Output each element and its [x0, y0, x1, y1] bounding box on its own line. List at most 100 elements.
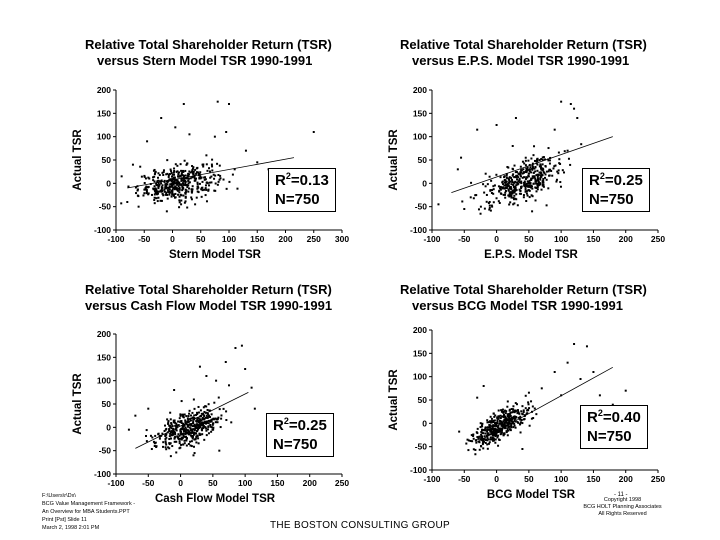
data-point [195, 420, 198, 423]
data-point [210, 419, 213, 422]
data-point [533, 145, 536, 148]
data-point [210, 413, 213, 416]
data-point [487, 426, 490, 429]
data-point [210, 430, 213, 433]
data-point [194, 203, 197, 206]
data-point [508, 203, 511, 206]
data-point [525, 412, 528, 415]
data-point [205, 429, 208, 432]
data-point [547, 187, 550, 190]
data-point [253, 407, 256, 410]
data-point [522, 410, 525, 413]
data-point [520, 187, 523, 190]
data-point [206, 182, 209, 185]
data-point [531, 166, 534, 169]
data-point [178, 199, 181, 202]
data-point [501, 427, 504, 430]
x-tick-label: -50 [138, 234, 151, 244]
data-point [208, 184, 211, 187]
data-point [523, 176, 526, 179]
data-point [178, 181, 181, 184]
x-tick-label: -100 [423, 474, 440, 484]
data-point [493, 419, 496, 422]
data-point [486, 183, 489, 186]
data-point [526, 182, 529, 185]
data-point [511, 417, 514, 420]
data-point [165, 186, 168, 189]
data-point [198, 176, 201, 179]
data-point [182, 424, 185, 427]
data-point [224, 361, 227, 363]
data-point [508, 415, 511, 418]
data-point [166, 197, 169, 200]
data-point [185, 435, 188, 438]
data-point [544, 176, 547, 179]
data-point [157, 192, 160, 195]
data-point [169, 442, 172, 445]
data-point [485, 193, 488, 196]
data-point [201, 189, 204, 192]
data-point [206, 412, 209, 415]
data-point [168, 424, 171, 427]
data-point [541, 156, 544, 159]
data-point [186, 432, 189, 435]
data-point [533, 159, 536, 162]
data-point [544, 165, 547, 168]
data-point [176, 425, 179, 428]
data-point [507, 188, 510, 191]
data-point [217, 174, 220, 177]
data-point [158, 183, 161, 186]
data-point [513, 188, 516, 191]
data-point [184, 429, 187, 432]
y-axis-label: Actual TSR [388, 369, 400, 431]
data-point [142, 194, 145, 197]
data-point [182, 422, 185, 425]
data-point [153, 189, 156, 192]
data-point [193, 452, 196, 455]
data-point [475, 441, 478, 444]
data-point [188, 170, 191, 173]
data-point [558, 158, 561, 161]
data-point [490, 420, 493, 423]
data-point [184, 184, 187, 187]
data-point [209, 425, 212, 428]
data-point [194, 426, 197, 429]
data-point [164, 183, 167, 186]
data-point [180, 421, 183, 424]
data-point [517, 176, 520, 179]
data-point [611, 403, 614, 406]
data-point [480, 445, 483, 448]
data-point [152, 188, 155, 191]
y-tick-label: 150 [413, 348, 427, 358]
data-point [150, 448, 153, 451]
data-point [509, 414, 512, 417]
data-point [530, 417, 533, 420]
data-point [205, 434, 208, 437]
data-point [458, 430, 461, 433]
file-info-line: F:\Users\r\Dx\ [42, 493, 76, 499]
data-point [172, 193, 175, 196]
data-point [557, 151, 560, 154]
data-point [197, 191, 200, 194]
scatter-plot-stern: 200 150 100 50 0 -50 -100-100 -50 0 50 100 150 200 25… [72, 85, 349, 261]
data-point [496, 429, 499, 432]
data-point [479, 438, 482, 441]
data-point [479, 205, 482, 208]
x-tick-label: 200 [303, 478, 317, 488]
data-point [198, 432, 201, 435]
data-point [173, 419, 176, 422]
data-point [504, 416, 507, 419]
data-point [495, 124, 498, 126]
data-point [498, 190, 501, 193]
data-point [493, 422, 496, 425]
data-point [538, 165, 541, 168]
data-point [477, 208, 480, 211]
data-point [506, 428, 509, 431]
y-tick-label: 100 [413, 132, 427, 142]
x-tick-label: 50 [208, 478, 218, 488]
x-tick-label: 200 [278, 234, 292, 244]
data-point [162, 173, 165, 176]
data-point [174, 433, 177, 436]
data-point [528, 170, 531, 173]
x-tick-label: 50 [524, 234, 534, 244]
